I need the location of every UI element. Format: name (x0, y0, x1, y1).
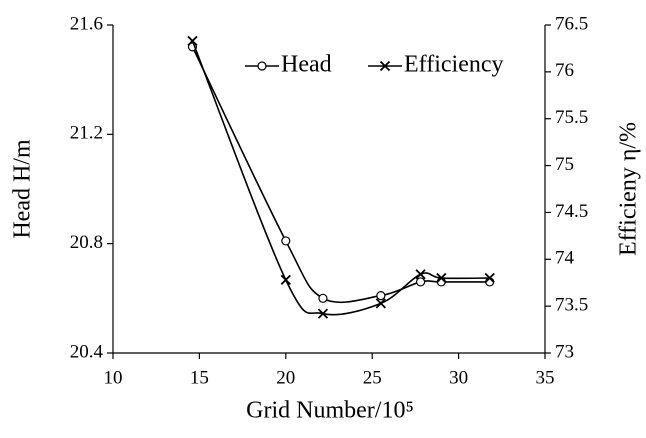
data-point (436, 272, 447, 284)
y2-tick-label: 76.5 (555, 13, 588, 34)
data-point (280, 274, 291, 286)
data-point (317, 308, 329, 319)
y2-tick-label: 75.5 (555, 107, 588, 128)
data-point (187, 35, 198, 47)
data-point (484, 272, 495, 284)
y2-tick-label: 75 (555, 154, 574, 175)
x-tick-label: 15 (190, 367, 209, 388)
y-tick-label: 21.6 (70, 13, 103, 34)
y2-tick-label: 73 (555, 341, 574, 362)
x-tick-label: 25 (363, 367, 382, 388)
y-tick-label: 21.2 (70, 123, 103, 144)
data-point (415, 269, 426, 280)
x-tick-label: 10 (104, 367, 123, 388)
legend-marker (379, 60, 391, 72)
data-point (281, 236, 291, 246)
y2-tick-label: 73.5 (555, 295, 588, 316)
y-axis-title: Head H/m (10, 139, 36, 239)
x-axis-title: Grid Number/10⁵ (246, 398, 414, 424)
legend-label: Head (281, 52, 332, 78)
y2-axis-title: Efficieny η/% (616, 122, 642, 256)
series-line (191, 46, 490, 303)
x-tick-label: 35 (536, 367, 555, 388)
y-tick-label: 20.8 (70, 232, 103, 253)
y2-tick-label: 74.5 (555, 201, 588, 222)
y2-tick-label: 76 (555, 60, 574, 81)
data-point (375, 298, 386, 309)
legend-marker (257, 61, 267, 71)
data-point (415, 277, 426, 287)
y2-tick-label: 74 (555, 248, 575, 269)
data-point (318, 293, 328, 303)
data-point (376, 291, 386, 301)
x-tick-label: 30 (449, 367, 468, 388)
x-tick-label: 20 (276, 367, 295, 388)
y-tick-label: 20.4 (70, 341, 104, 362)
legend-label: Efficiency (404, 52, 504, 78)
series-line (191, 40, 490, 316)
